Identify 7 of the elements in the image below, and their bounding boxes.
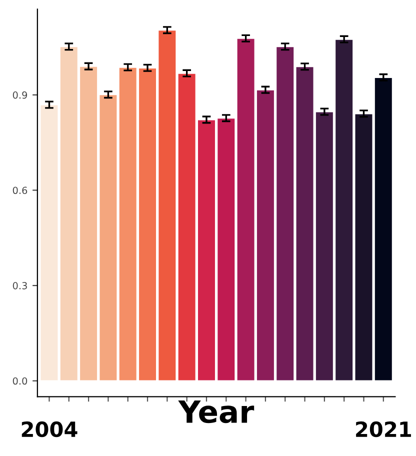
x-tick-label: 2021 <box>356 421 411 438</box>
y-tick-label: 0.0 <box>12 377 28 385</box>
x-axis-title: Year <box>178 400 254 424</box>
x-tick-label: 2004 <box>22 421 78 438</box>
y-tick-label: 0.9 <box>12 91 28 99</box>
y-tick-label: 0.3 <box>12 282 27 290</box>
y-tick-label: 0.6 <box>12 186 28 194</box>
